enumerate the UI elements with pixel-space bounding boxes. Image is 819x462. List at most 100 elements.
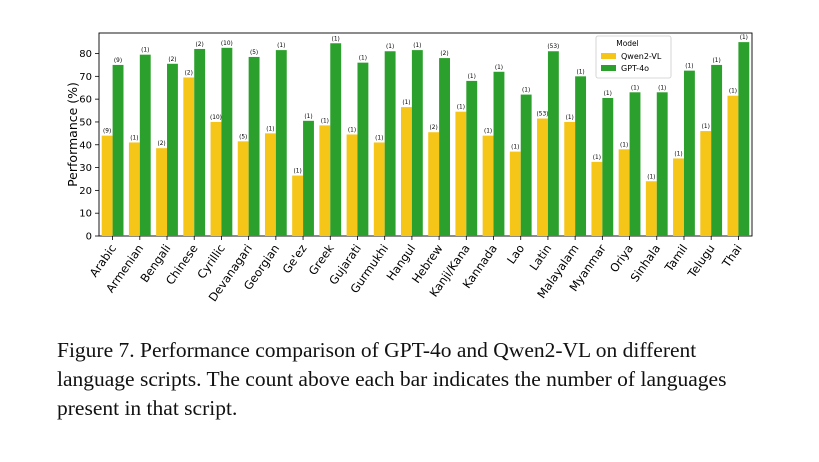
bar-count-label-gpt-4o: (2) bbox=[196, 42, 204, 48]
bar-gpt-4o bbox=[575, 76, 587, 236]
bar-count-label-gpt-4o: (10) bbox=[221, 41, 233, 47]
bar-gpt-4o bbox=[248, 56, 260, 237]
x-tick-label: Thai bbox=[719, 242, 745, 271]
bar-gpt-4o bbox=[493, 71, 505, 236]
bar-gpt-4o bbox=[384, 51, 396, 236]
bar-gpt-4o bbox=[330, 43, 342, 237]
x-tick-label: Lao bbox=[504, 242, 527, 267]
bar-count-label-qwen2-vl: (9) bbox=[103, 129, 111, 135]
bar-qwen2-vl bbox=[618, 149, 630, 236]
bar-count-label-qwen2-vl: (1) bbox=[321, 118, 329, 124]
bar-gpt-4o bbox=[139, 54, 151, 236]
bar-count-label-gpt-4o: (1) bbox=[631, 85, 639, 91]
bar-qwen2-vl bbox=[482, 135, 494, 236]
bar-count-label-qwen2-vl: (1) bbox=[702, 124, 710, 130]
bar-gpt-4o bbox=[711, 64, 723, 236]
bar-count-label-qwen2-vl: (1) bbox=[130, 135, 138, 141]
bar-qwen2-vl bbox=[156, 148, 168, 236]
bar-count-label-qwen2-vl: (2) bbox=[157, 141, 165, 147]
y-tick-label: 40 bbox=[79, 140, 92, 151]
bar-count-label-qwen2-vl: (2) bbox=[185, 70, 193, 76]
y-tick-label: 60 bbox=[79, 95, 92, 106]
bar-qwen2-vl bbox=[210, 121, 222, 236]
bar-qwen2-vl bbox=[537, 118, 548, 236]
bar-count-label-qwen2-vl: (5) bbox=[239, 134, 247, 140]
bar-count-label-qwen2-vl: (1) bbox=[511, 145, 519, 151]
bar-count-label-qwen2-vl: (53) bbox=[537, 112, 549, 118]
bar-count-label-qwen2-vl: (1) bbox=[674, 151, 682, 157]
bar-gpt-4o bbox=[738, 42, 750, 236]
bar-qwen2-vl bbox=[319, 125, 331, 236]
bar-count-label-qwen2-vl: (1) bbox=[593, 155, 601, 161]
bar-gpt-4o bbox=[547, 51, 559, 236]
y-tick-label: 30 bbox=[79, 163, 92, 174]
bar-qwen2-vl bbox=[237, 141, 249, 236]
bar-qwen2-vl bbox=[645, 181, 657, 236]
y-tick-label: 10 bbox=[79, 209, 92, 220]
bar-count-label-qwen2-vl: (1) bbox=[566, 115, 574, 121]
bar-count-label-gpt-4o: (2) bbox=[168, 57, 176, 63]
bar-gpt-4o bbox=[439, 58, 450, 236]
bar-count-label-qwen2-vl: (1) bbox=[348, 128, 356, 134]
bar-qwen2-vl bbox=[727, 95, 739, 236]
legend-entry: Qwen2-VL bbox=[621, 52, 662, 61]
y-tick-label: 50 bbox=[79, 117, 92, 128]
bar-count-label-qwen2-vl: (1) bbox=[266, 126, 274, 132]
bar-count-label-qwen2-vl: (1) bbox=[402, 100, 410, 106]
bar-gpt-4o bbox=[520, 94, 532, 237]
bar-gpt-4o bbox=[683, 70, 695, 237]
bar-gpt-4o bbox=[602, 98, 614, 236]
bar-count-label-gpt-4o: (53) bbox=[547, 44, 559, 50]
bar-count-label-gpt-4o: (1) bbox=[576, 69, 584, 75]
bar-count-label-gpt-4o: (1) bbox=[604, 91, 612, 97]
bar-count-label-gpt-4o: (1) bbox=[468, 74, 476, 80]
bar-gpt-4o bbox=[357, 62, 369, 236]
bar-gpt-4o bbox=[221, 47, 233, 237]
y-tick-label: 20 bbox=[79, 186, 92, 197]
bar-qwen2-vl bbox=[401, 107, 412, 236]
bar-gpt-4o bbox=[466, 80, 478, 236]
bar-count-label-gpt-4o: (1) bbox=[332, 36, 340, 42]
bar-count-label-gpt-4o: (1) bbox=[359, 56, 367, 62]
legend-title: Model bbox=[616, 39, 639, 48]
bar-qwen2-vl bbox=[128, 142, 140, 236]
bar-gpt-4o bbox=[112, 64, 124, 236]
bar-qwen2-vl bbox=[101, 135, 113, 236]
bar-qwen2-vl bbox=[591, 161, 603, 236]
bar-count-label-qwen2-vl: (1) bbox=[647, 174, 655, 180]
bar-count-label-gpt-4o: (1) bbox=[304, 114, 312, 120]
chart-figure: 0 10 20 30 40 50 60 70 80 Performance (%) (9) (9) Ar… bbox=[65, 32, 753, 304]
bar-qwen2-vl bbox=[673, 158, 684, 236]
x-tick-label: Latin bbox=[527, 242, 555, 273]
x-tick-label: Telugu bbox=[684, 242, 717, 281]
bar-count-label-qwen2-vl: (10) bbox=[210, 115, 222, 121]
plot-area-frame bbox=[98, 32, 753, 237]
bar-count-label-gpt-4o: (1) bbox=[658, 85, 666, 91]
bar-count-label-gpt-4o: (2) bbox=[440, 51, 448, 57]
bar-gpt-4o bbox=[629, 92, 641, 236]
bar-count-label-gpt-4o: (5) bbox=[250, 50, 258, 56]
bar-count-label-gpt-4o: (1) bbox=[740, 35, 748, 41]
bar-count-label-gpt-4o: (1) bbox=[386, 44, 394, 50]
bar-count-label-gpt-4o: (1) bbox=[685, 64, 693, 70]
bar-gpt-4o bbox=[194, 48, 206, 236]
bar-count-label-gpt-4o: (1) bbox=[277, 43, 285, 49]
bar-gpt-4o bbox=[303, 120, 314, 236]
bar-qwen2-vl bbox=[292, 175, 304, 236]
bar-count-label-qwen2-vl: (1) bbox=[484, 129, 492, 135]
bar-qwen2-vl bbox=[346, 134, 358, 236]
bar-count-label-qwen2-vl: (1) bbox=[729, 89, 737, 95]
bar-gpt-4o bbox=[167, 63, 178, 237]
legend-swatch bbox=[601, 53, 616, 59]
bar-count-label-qwen2-vl: (1) bbox=[294, 169, 302, 175]
bar-count-label-qwen2-vl: (1) bbox=[457, 105, 465, 111]
bar-gpt-4o bbox=[275, 50, 287, 236]
bar-count-label-gpt-4o: (1) bbox=[413, 43, 421, 49]
y-axis-label: Performance (%) bbox=[65, 82, 80, 187]
bar-gpt-4o bbox=[411, 50, 423, 236]
figure-caption: Figure 7. Performance comparison of GPT-… bbox=[57, 338, 727, 420]
x-tick-label: Ge'ez bbox=[280, 242, 310, 276]
bar-qwen2-vl bbox=[373, 142, 385, 236]
bar-qwen2-vl bbox=[700, 131, 712, 236]
